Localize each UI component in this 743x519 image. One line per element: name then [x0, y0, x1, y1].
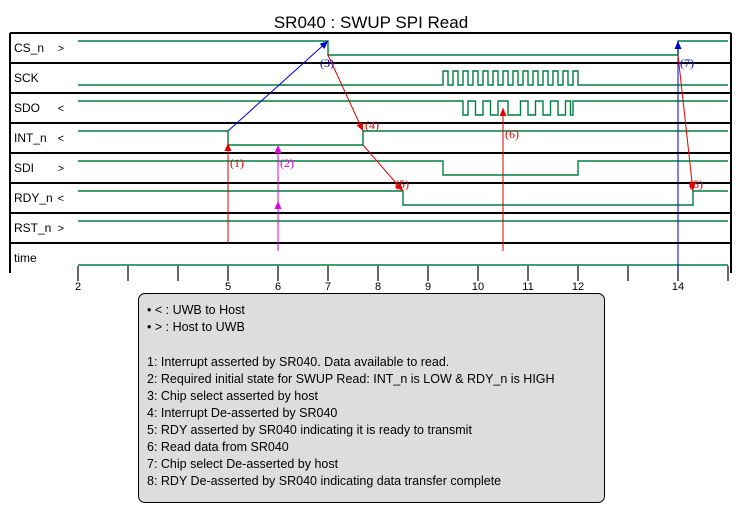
time-axis: 2 5 6 7 8 9 10 11 12 14 — [75, 266, 729, 293]
legend-spacer — [147, 336, 596, 354]
signal-label-rst-n: RST_n — [14, 221, 51, 235]
waveforms — [78, 40, 728, 266]
arrow-label-8: (8) — [689, 177, 703, 191]
axis-tick-label: 2 — [75, 281, 81, 293]
waveform-rdy-n — [78, 190, 728, 206]
arrow-5 — [362, 144, 404, 192]
axis-tick-label: 11 — [522, 281, 533, 293]
legend-line: • < : UWB to Host — [147, 303, 245, 317]
signal-direction: > — [58, 43, 64, 55]
arrow-4 — [327, 54, 364, 132]
signal-direction: < — [58, 193, 64, 205]
waveform-sdi — [78, 160, 728, 176]
arrowhead — [274, 145, 282, 153]
signal-direction: > — [58, 163, 64, 175]
legend-line: 7: Chip select De-asserted by host — [147, 457, 339, 471]
waveform-cs-n — [78, 40, 728, 56]
axis-tick-label: 14 — [672, 281, 684, 293]
axis-tick-label: 5 — [225, 281, 231, 293]
arrowhead — [224, 143, 232, 151]
signal-label-int-n: INT_n — [14, 131, 47, 145]
arrow-label-5: (5) — [395, 177, 409, 191]
signal-label-cs-n: CS_n — [14, 41, 44, 55]
waveform-int-n — [78, 130, 728, 146]
legend-line: 5: RDY asserted by SR040 indicating it i… — [147, 423, 472, 437]
timing-diagram: SR040 : SWUP SPI Read CS_n > SCK SDO < INT_n <… — [9, 13, 732, 293]
signal-label-sdi: SDI — [14, 161, 34, 175]
axis-tick-label: 6 — [275, 281, 281, 293]
legend-line: 8: RDY De-asserted by SR040 indicating d… — [147, 474, 502, 488]
signal-direction: > — [58, 223, 64, 235]
arrowhead — [356, 122, 363, 131]
legend-line: 6: Read data from SR040 — [147, 440, 289, 454]
arrowhead — [274, 201, 282, 209]
legend-line: 1: Interrupt asserted by SR040. Data ava… — [147, 355, 450, 369]
waveform-sdo — [78, 100, 728, 116]
signal-label-sdo: SDO — [14, 101, 40, 115]
arrowhead — [674, 41, 682, 49]
waveform-sck — [78, 70, 728, 86]
legend-box: • < : UWB to Host • > : Host to UWB 1: Int… — [138, 293, 605, 503]
axis-tick-label: 9 — [425, 281, 431, 293]
arrowhead — [499, 108, 507, 116]
arrow-label-7: (7) — [680, 56, 694, 70]
legend-line: • > : Host to UWB — [147, 320, 245, 334]
signal-direction: < — [58, 103, 64, 115]
arrow-3 — [227, 40, 329, 132]
axis-tick-label: 8 — [375, 281, 381, 293]
axis-tick-label: 7 — [325, 281, 331, 293]
signal-labels: CS_n > SCK SDO < INT_n < SDI > RDY_n < RST_n > time — [14, 41, 64, 265]
arrow-label-4: (4) — [365, 118, 379, 132]
diagram-title: SR040 : SWUP SPI Read — [274, 13, 468, 32]
arrowhead — [395, 182, 403, 191]
legend-line: 2: Required initial state for SWUP Read:… — [147, 372, 555, 386]
signal-label-sck: SCK — [14, 71, 39, 85]
annotation-arrows: (1) (2)(3)(4)(5)(6)(7)(8) — [224, 40, 703, 271]
signal-label-rdy-n: RDY_n — [14, 191, 53, 205]
axis-tick-label: 10 — [472, 281, 484, 293]
arrow-8 — [677, 54, 694, 192]
arrowhead — [688, 182, 696, 191]
arrow-label-1: (1) — [230, 156, 244, 170]
arrow-label-6: (6) — [505, 127, 519, 141]
arrowhead — [319, 41, 328, 49]
legend-line: 3: Chip select asserted by host — [147, 389, 318, 403]
arrow-label-2: (2) — [280, 156, 294, 170]
signal-label-time: time — [14, 251, 37, 265]
signal-direction: < — [58, 133, 64, 145]
legend-line: 4: Interrupt De-asserted by SR040 — [147, 406, 338, 420]
axis-tick-label: 12 — [572, 281, 584, 293]
